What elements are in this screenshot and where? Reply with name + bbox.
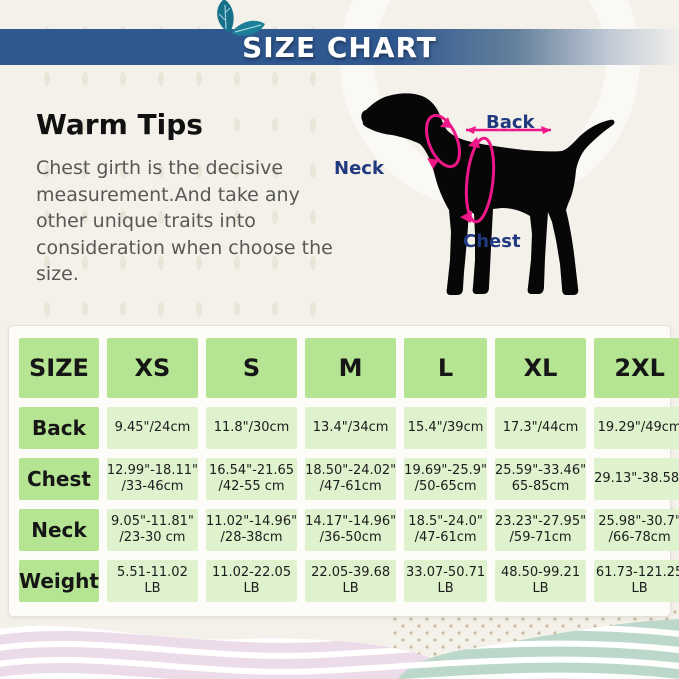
column-header: M <box>305 338 397 398</box>
warm-tips-section: Warm Tips Chest girth is the decisive me… <box>36 108 336 288</box>
column-header: L <box>404 338 487 398</box>
table-cell: 19.69"-25.9" /50-65cm <box>404 458 487 500</box>
table-cell: 25.59"-33.46" 65-85cm <box>494 458 587 500</box>
row-label: Back <box>19 407 99 449</box>
row-label: Neck <box>19 509 99 551</box>
table-cell: 18.50"-24.02" /47-61cm <box>305 458 397 500</box>
table-cell: 5.51-11.02 LB <box>106 560 198 602</box>
neck-label: Neck <box>334 158 384 179</box>
column-header: XL <box>494 338 587 398</box>
wave-decoration <box>0 609 679 679</box>
page-title: SIZE CHART <box>242 30 437 64</box>
table-cell: 17.3"/44cm <box>494 407 587 449</box>
column-header: SIZE <box>19 338 99 398</box>
column-header: 2XL <box>594 338 679 398</box>
table-cell: 11.02"-14.96" /28-38cm <box>205 509 298 551</box>
table-cell: 16.54"-21.65 /42-55 cm <box>205 458 298 500</box>
size-table: SIZE XS S M L XL 2XL Back 9.45"/24cm 11.8"/30cm 13… <box>19 338 679 604</box>
measure-arrowheads <box>427 117 551 223</box>
row-label: Weight <box>19 560 99 602</box>
leaf-icon-svg <box>217 0 265 36</box>
table-cell: 33.07-50.71 LB <box>404 560 487 602</box>
leaf-icon <box>198 0 270 36</box>
table-cell: 22.05-39.68 LB <box>305 560 397 602</box>
dog-measurement-diagram: Back Neck Chest <box>330 80 660 310</box>
table-cell: 25.98"-30.7" /66-78cm <box>594 509 679 551</box>
table-cell: 12.99"-18.11" /33-46cm <box>106 458 198 500</box>
table-cell: 9.45"/24cm <box>106 407 198 449</box>
table-cell: 23.23"-27.95" /59-71cm <box>494 509 587 551</box>
size-chart-card: SIZE XS S M L XL 2XL Back 9.45"/24cm 11.8"/30cm 13… <box>8 325 679 617</box>
table-cell: 19.29"/49cm <box>594 407 679 449</box>
tips-body: Chest girth is the decisive measurement.… <box>36 157 333 286</box>
table-cell: 29.13"-38.58" <box>594 458 679 500</box>
table-cell: 18.5"-24.0" /47-61cm <box>404 509 487 551</box>
table-cell: 9.05"-11.81" /23-30 cm <box>106 509 198 551</box>
column-header: XS <box>106 338 198 398</box>
table-cell: 13.4"/34cm <box>305 407 397 449</box>
back-label: Back <box>486 112 535 133</box>
table-cell: 48.50-99.21 LB <box>494 560 587 602</box>
table-cell: 14.17"-14.96" /36-50cm <box>305 509 397 551</box>
table-cell: 61.73-121.25 LB <box>594 560 679 602</box>
chest-label: Chest <box>463 231 521 252</box>
table-cell: 11.8"/30cm <box>205 407 298 449</box>
column-header: S <box>205 338 298 398</box>
title-banner: SIZE CHART <box>0 29 679 65</box>
row-label: Chest <box>19 458 99 500</box>
tips-heading: Warm Tips <box>36 108 203 141</box>
dog-silhouette <box>361 93 615 295</box>
table-cell: 11.02-22.05 LB <box>205 560 298 602</box>
table-cell: 15.4"/39cm <box>404 407 487 449</box>
measure-lines <box>425 113 551 224</box>
